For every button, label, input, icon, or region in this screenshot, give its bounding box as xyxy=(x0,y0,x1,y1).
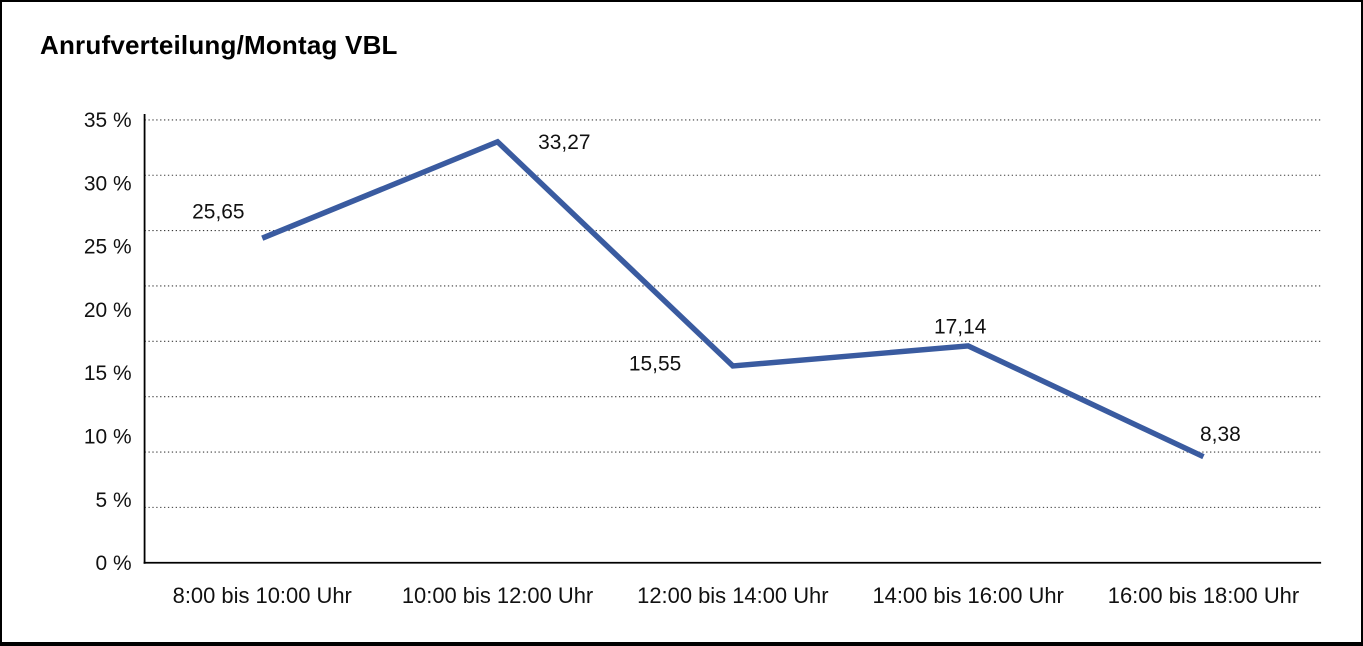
y-axis-tick-label: 5 % xyxy=(96,489,132,512)
x-axis-category-label: 10:00 bis 12:00 Uhr xyxy=(402,583,593,608)
x-axis-category-label: 14:00 bis 16:00 Uhr xyxy=(872,583,1063,608)
x-axis-category-label: 12:00 bis 14:00 Uhr xyxy=(637,583,828,608)
data-point-label: 25,65 xyxy=(192,201,244,224)
y-axis-tick-label: 30 % xyxy=(84,172,132,195)
data-point-label: 8,38 xyxy=(1200,423,1241,446)
y-axis-tick-label: 10 % xyxy=(84,426,132,449)
y-axis-tick-label: 35 % xyxy=(84,109,132,132)
data-point-label: 17,14 xyxy=(934,315,986,338)
y-axis-tick-label: 0 % xyxy=(96,552,132,575)
data-point-label: 15,55 xyxy=(629,352,681,375)
x-axis-category-label: 8:00 bis 10:00 Uhr xyxy=(173,583,352,608)
data-series-line xyxy=(261,138,1205,460)
chart-title: Anrufverteilung/Montag VBL xyxy=(40,30,398,60)
x-axis-category-label: 16:00 bis 18:00 Uhr xyxy=(1108,583,1299,608)
y-axis-tick-label: 15 % xyxy=(84,362,132,385)
data-point-label: 33,27 xyxy=(538,131,590,154)
y-axis-tick-label: 25 % xyxy=(84,236,132,259)
y-axis-tick-label: 20 % xyxy=(84,299,132,322)
